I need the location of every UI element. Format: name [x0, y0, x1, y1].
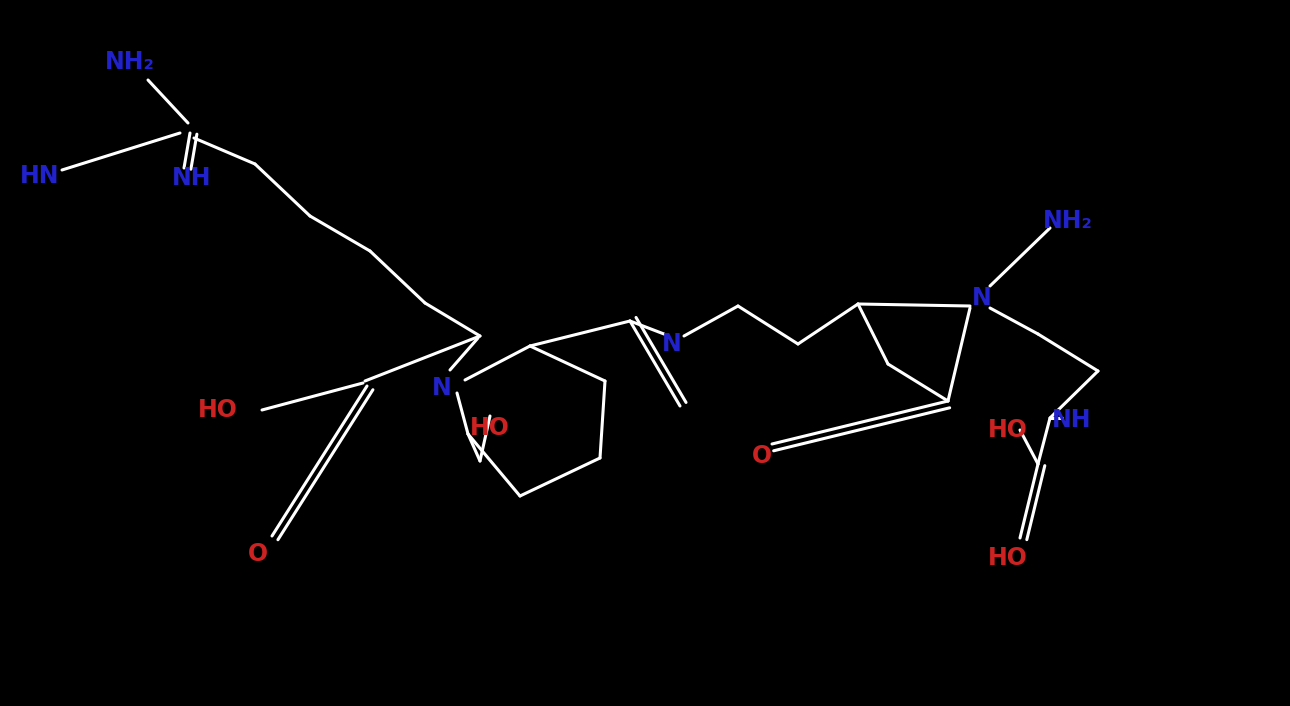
- Text: HO: HO: [470, 416, 510, 440]
- Text: NH: NH: [173, 166, 212, 190]
- Text: HO: HO: [199, 398, 237, 422]
- Text: NH: NH: [1053, 408, 1091, 432]
- Text: HO: HO: [988, 418, 1028, 442]
- Text: NH₂: NH₂: [104, 50, 155, 74]
- Text: HO: HO: [988, 546, 1028, 570]
- Text: HN: HN: [21, 164, 59, 188]
- Text: NH₂: NH₂: [1044, 209, 1093, 233]
- Text: O: O: [248, 542, 268, 566]
- Text: N: N: [973, 286, 992, 310]
- Text: N: N: [432, 376, 452, 400]
- Text: O: O: [752, 444, 771, 468]
- Text: N: N: [662, 332, 682, 356]
